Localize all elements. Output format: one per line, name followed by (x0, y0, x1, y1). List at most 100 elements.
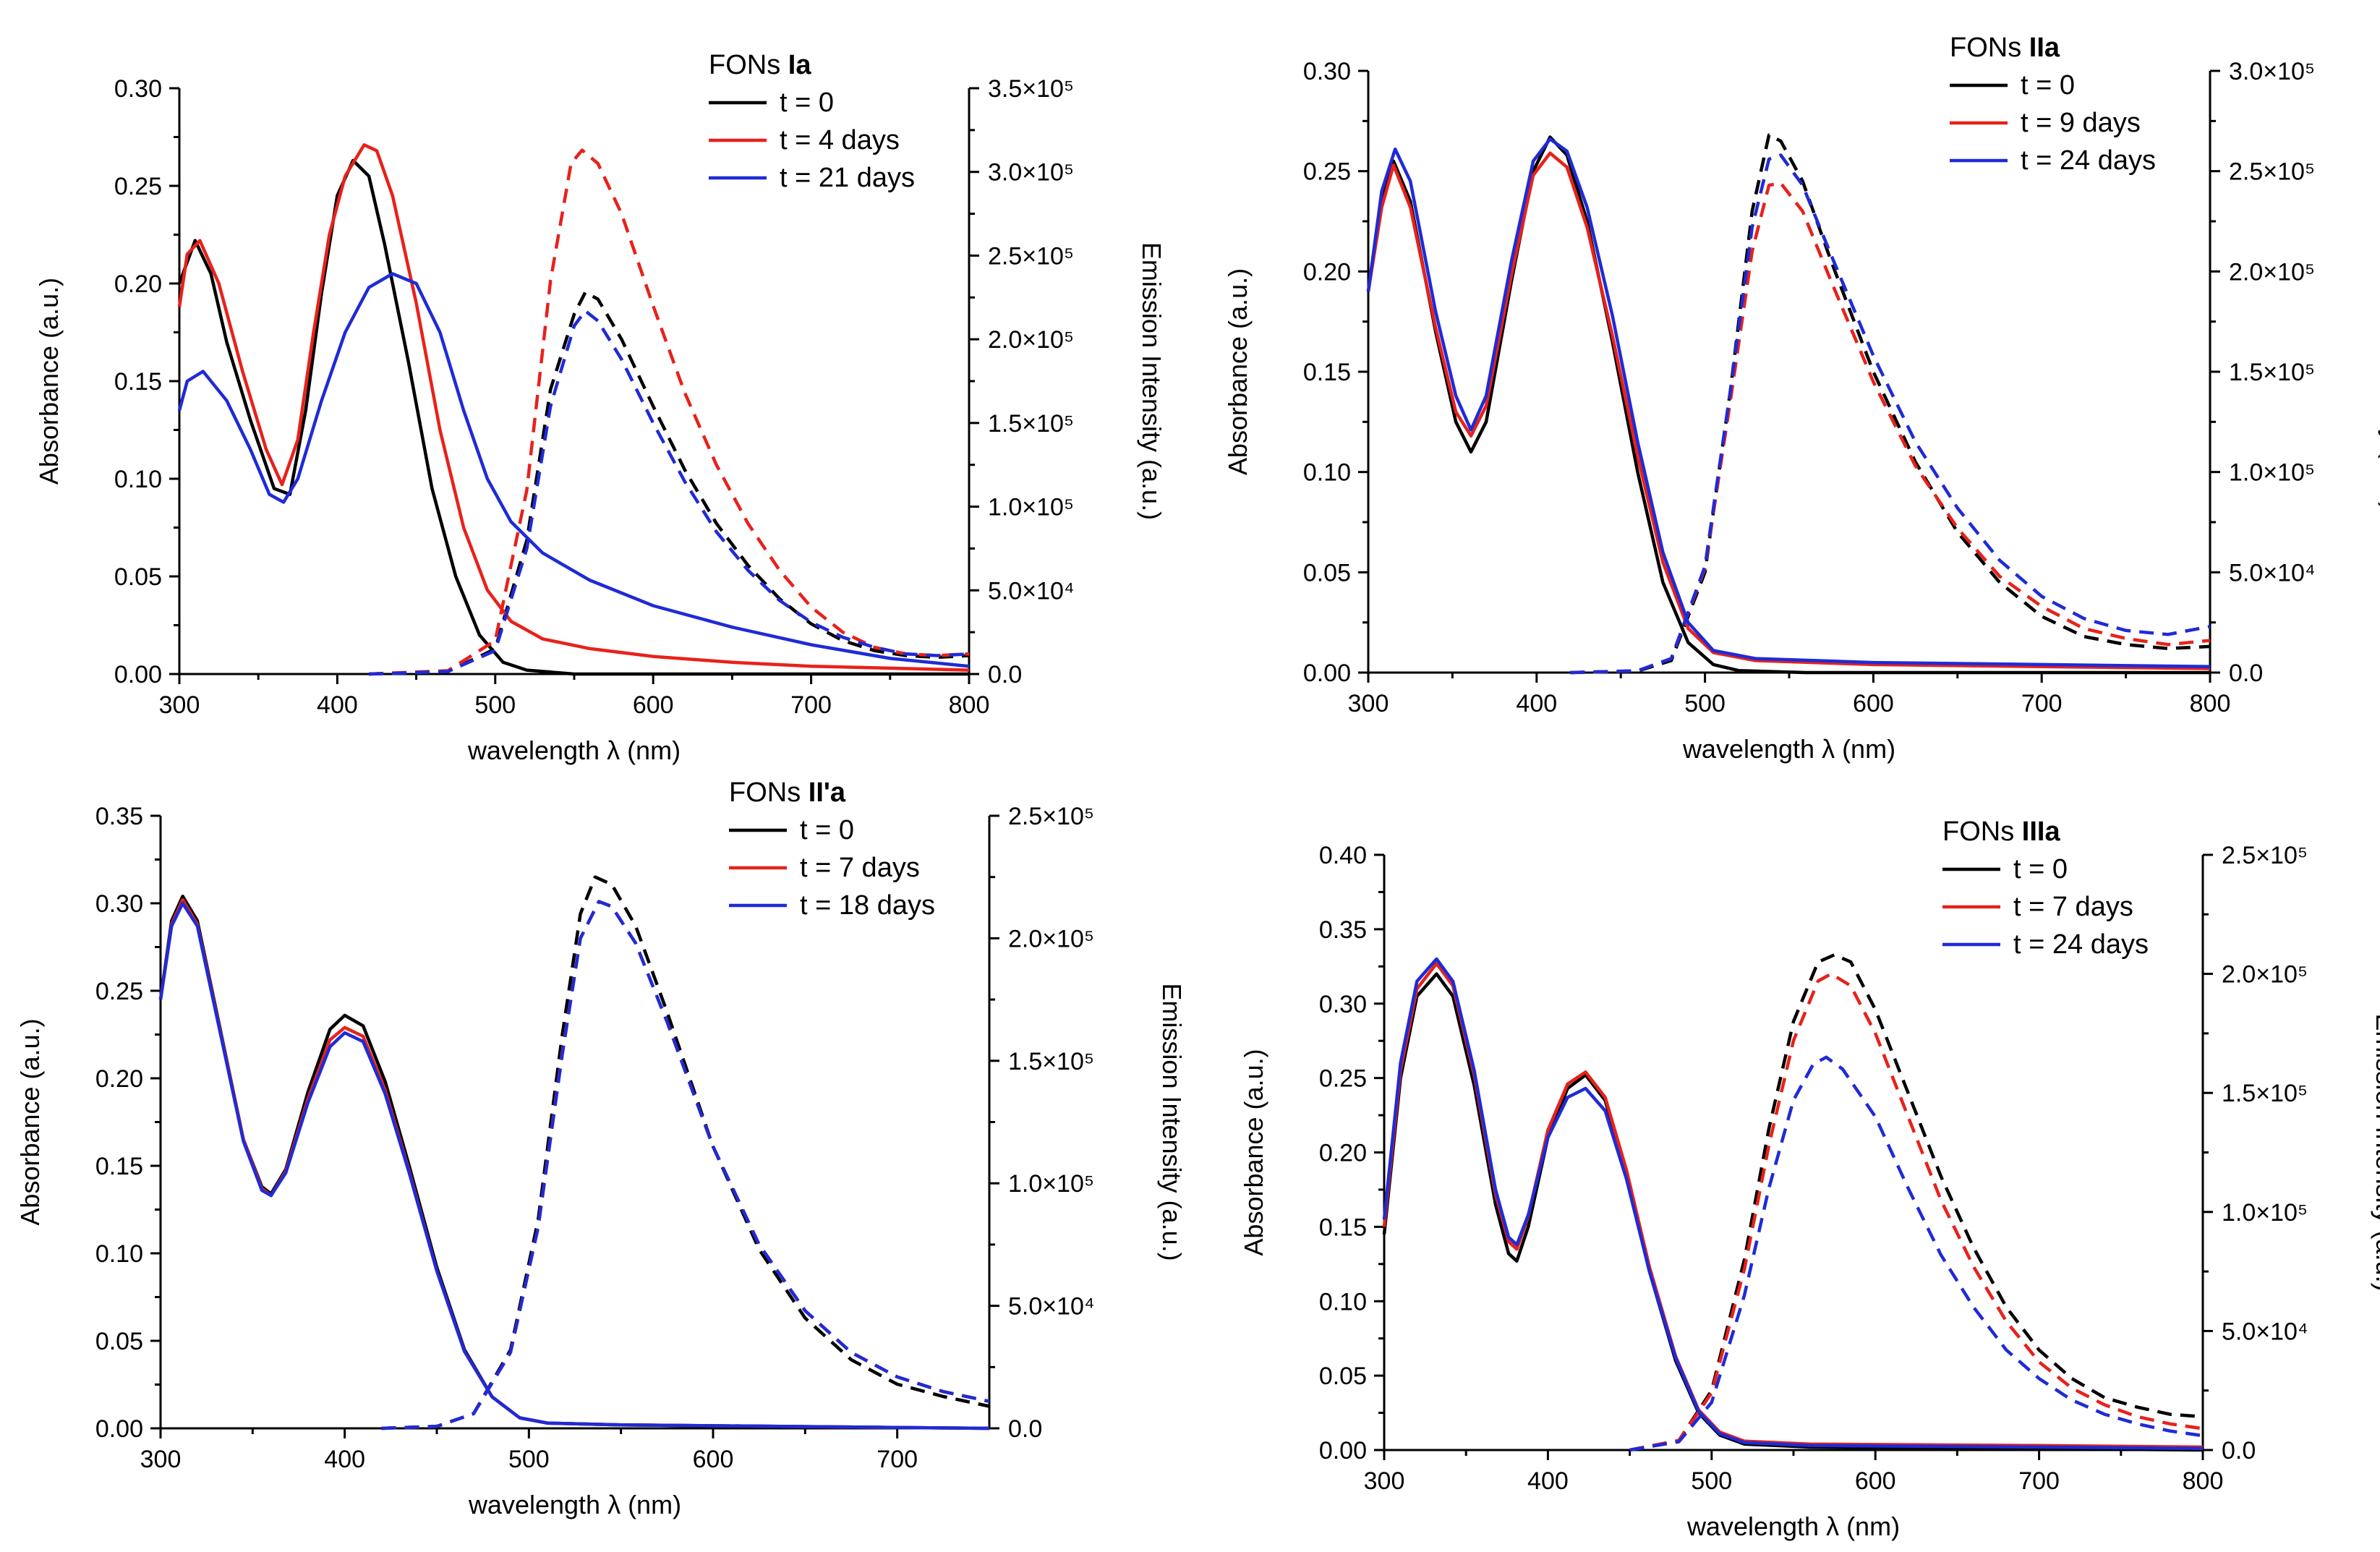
x-axis-title: wavelength λ (nm) (467, 736, 681, 765)
emission-line-series-2 (381, 900, 990, 1431)
legend-label: t = 18 days (800, 890, 935, 921)
y-axis-title: Absorbance (a.u.) (1239, 1049, 1268, 1255)
y2-tick-label: 2.5×10⁵ (2229, 158, 2315, 186)
x-tick-label: 800 (2190, 690, 2231, 717)
legend-title: FONs II'a (729, 777, 846, 808)
legend-title-prefix: FONs (729, 777, 809, 808)
absorbance-line-series-2 (1366, 151, 2211, 670)
y-tick-label: 0.15 (114, 368, 162, 396)
legend-label: t = 7 days (800, 853, 920, 883)
legend: FONs IIIa t = 0 t = 7 days t = 24 days (1942, 816, 2149, 960)
y-tick-label: 0.05 (114, 563, 162, 591)
y-tick-label: 0.10 (95, 1240, 143, 1268)
legend-label: t = 0 (2021, 70, 2075, 101)
x-tick-label: 600 (633, 691, 674, 719)
legend-label: t = 0 (2013, 854, 2068, 884)
legend-title-compound: Ia (788, 50, 812, 80)
x-tick-label: 500 (1684, 690, 1726, 717)
absorbance-line-series-3 (1382, 957, 2204, 1451)
y2-tick-label: 0.0 (2229, 660, 2263, 687)
legend: FONs IIa t = 0 t = 9 days t = 24 days (1950, 33, 2156, 176)
y2-tick-label: 0.0 (988, 661, 1022, 688)
y2-tick-label: 1.0×10⁵ (2222, 1199, 2308, 1227)
emission-line-series-1 (381, 875, 990, 1431)
legend-label: t = 9 days (2021, 108, 2141, 138)
y2-tick-label: 1.5×10⁵ (988, 410, 1074, 438)
legend-title-prefix: FONs (1942, 816, 2022, 847)
y-axis-title: Absorbance (a.u.) (1223, 268, 1253, 475)
legend-title-prefix: FONs (709, 50, 788, 80)
y2-tick-label: 3.0×10⁵ (988, 159, 1074, 187)
y2-axis-title: Emission Intensity (a.u.) (1137, 242, 1166, 520)
emission-line-series-3 (1570, 153, 2211, 675)
x-tick-label: 700 (876, 1446, 918, 1473)
legend-title: FONs IIa (1950, 33, 2060, 63)
y2-tick-label: 2.5×10⁵ (1008, 803, 1094, 830)
absorbance-line-series-1 (177, 158, 969, 676)
x-tick-label: 600 (1855, 1467, 1896, 1495)
y-tick-label: 0.35 (95, 803, 143, 830)
legend-title: FONs IIIa (1942, 816, 2060, 847)
x-tick-label: 400 (317, 691, 358, 719)
y-tick-label: 0.30 (114, 75, 162, 103)
x-tick-label: 800 (2183, 1467, 2224, 1495)
x-tick-label: 300 (140, 1446, 182, 1473)
emission-line-series-2 (369, 148, 970, 676)
chart-panel-1: 300 400 500 600 700 800 0.00 0.05 0.10 0.15 0.20 0.… (34, 50, 1166, 765)
legend: FONs II'a t = 0 t = 7 days t = 18 days (729, 777, 935, 921)
y-tick-label: 0.25 (95, 978, 143, 1005)
y-tick-label: 0.25 (1319, 1065, 1367, 1093)
legend-label: t = 24 days (2013, 929, 2149, 960)
y-tick-label: 0.10 (1319, 1288, 1367, 1316)
chart-panel-3: 300 400 500 600 700 0.00 0.05 0.10 0.15 0.20 0.25 0… (15, 777, 1187, 1519)
legend-label: t = 7 days (2013, 892, 2133, 922)
chart-panel-4: 300 400 500 600 700 800 0.00 0.05 0.10 0.15 0.20 0.… (1239, 816, 2380, 1541)
y2-tick-label: 5.0×10⁴ (1008, 1293, 1095, 1321)
x-tick-label: 400 (1516, 690, 1557, 717)
legend-label: t = 0 (800, 815, 854, 845)
legend-title-compound: IIa (2029, 33, 2060, 63)
absorbance-line-series-3 (1366, 137, 2211, 668)
y2-tick-label: 2.5×10⁵ (2222, 842, 2308, 869)
absorbance-line-series-1 (1366, 135, 2210, 675)
x-tick-label: 800 (949, 691, 990, 719)
y-tick-label: 0.25 (114, 173, 162, 200)
x-tick-label: 700 (2018, 1467, 2060, 1495)
y2-tick-label: 5.0×10⁴ (2229, 559, 2316, 587)
emission-line-series-3 (369, 309, 970, 676)
y-tick-label: 0.10 (1303, 459, 1351, 487)
x-tick-label: 500 (508, 1446, 550, 1473)
x-axis-title: wavelength λ (nm) (468, 1490, 681, 1519)
legend: FONs Ia t = 0 t = 4 days t = 21 days (709, 50, 915, 193)
legend-label: t = 21 days (780, 163, 915, 193)
x-tick-label: 500 (474, 691, 516, 719)
y2-tick-label: 2.0×10⁵ (988, 326, 1074, 354)
y-tick-label: 0.05 (95, 1328, 143, 1355)
emission-line-series-2 (1629, 972, 2204, 1452)
x-tick-label: 500 (1691, 1467, 1732, 1495)
emission-line-series-1 (369, 291, 970, 676)
x-tick-label: 300 (1364, 1467, 1405, 1495)
y2-axis-title: Emission Intensity (a.u.) (2378, 233, 2380, 511)
y-tick-label: 0.30 (95, 890, 143, 918)
y-axis-title: Absorbance (a.u.) (15, 1018, 45, 1225)
x-axis-title: wavelength λ (nm) (1682, 734, 1895, 764)
y-tick-label: 0.20 (95, 1065, 143, 1093)
y2-axis-title: Emission Intensity (a.u.) (1157, 983, 1187, 1261)
y2-tick-label: 1.5×10⁵ (2229, 359, 2315, 386)
legend-label: t = 4 days (780, 125, 900, 155)
y-tick-label: 0.30 (1303, 58, 1351, 85)
y-tick-label: 0.15 (95, 1153, 143, 1180)
y-axis-title: Absorbance (a.u.) (34, 278, 64, 485)
x-tick-label: 700 (2021, 690, 2063, 717)
y2-tick-label: 0.0 (2222, 1437, 2256, 1464)
y2-tick-label: 1.0×10⁵ (1008, 1170, 1094, 1198)
y2-tick-label: 3.5×10⁵ (988, 75, 1074, 103)
y-tick-label: 0.00 (114, 661, 162, 688)
legend-title-compound: II'a (809, 777, 846, 808)
x-tick-label: 600 (693, 1446, 734, 1473)
emission-line-series-1 (1629, 953, 2204, 1452)
x-tick-label: 600 (1853, 690, 1894, 717)
legend-title: FONs Ia (709, 50, 811, 80)
